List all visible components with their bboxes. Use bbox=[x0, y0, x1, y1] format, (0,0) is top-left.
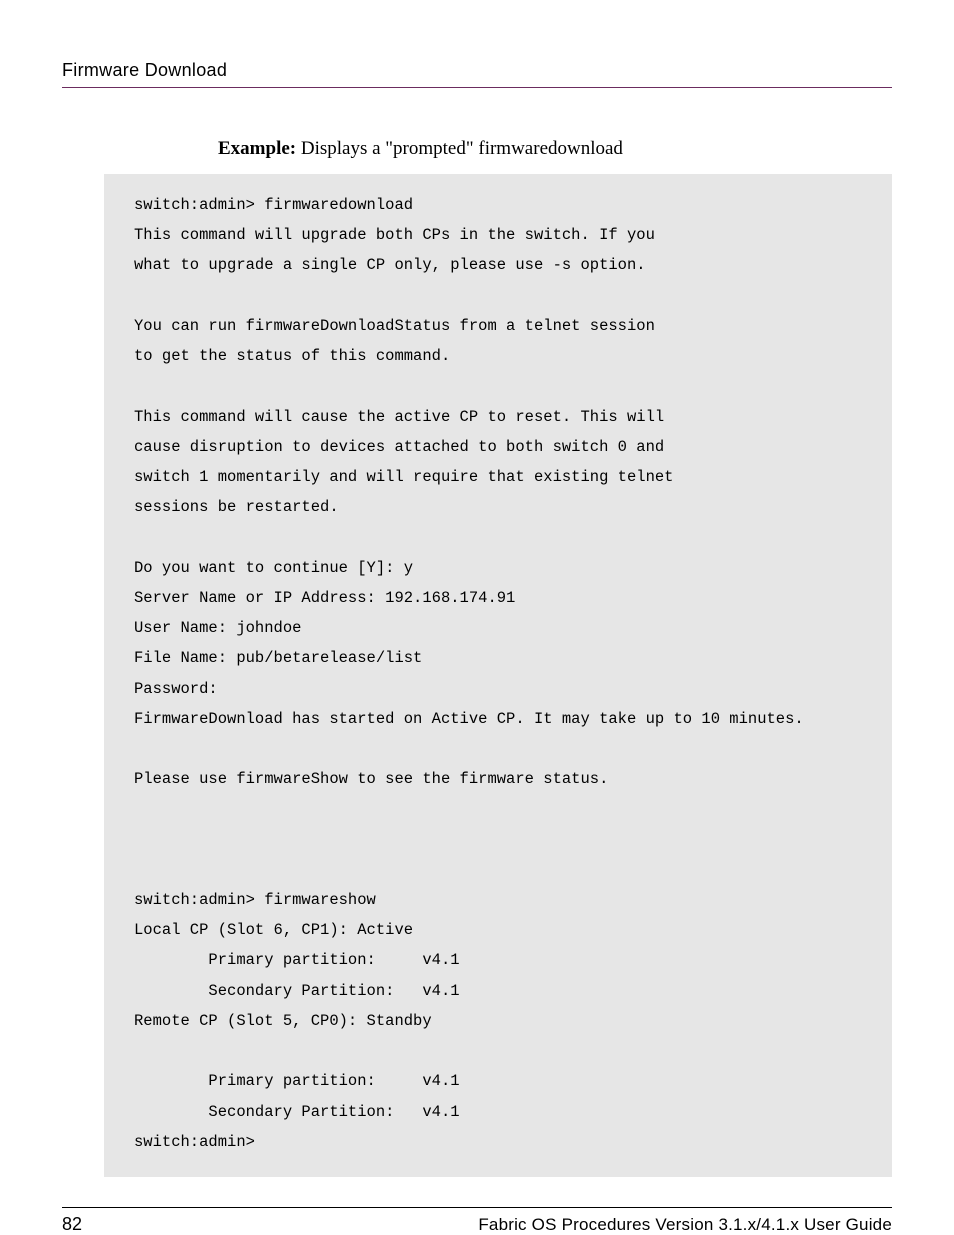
page-footer: 82 Fabric OS Procedures Version 3.1.x/4.… bbox=[62, 1207, 892, 1235]
example-label: Example: bbox=[218, 138, 296, 159]
page-number: 82 bbox=[62, 1214, 82, 1235]
content-area: Example: Displays a "prompted" firmwared… bbox=[62, 138, 892, 1177]
document-page: Firmware Download Example: Displays a "p… bbox=[0, 0, 954, 1145]
code-block: switch:admin> firmwaredownload This comm… bbox=[104, 174, 892, 1177]
example-caption: Example: Displays a "prompted" firmwared… bbox=[218, 138, 892, 160]
header-rule bbox=[62, 87, 892, 88]
example-caption-text: Displays a "prompted" firmwaredownload bbox=[301, 138, 623, 159]
page-header: Firmware Download bbox=[62, 60, 892, 88]
footer-doc-title: Fabric OS Procedures Version 3.1.x/4.1.x… bbox=[478, 1215, 892, 1235]
footer-rule bbox=[62, 1207, 892, 1208]
header-title: Firmware Download bbox=[62, 60, 892, 85]
footer-row: 82 Fabric OS Procedures Version 3.1.x/4.… bbox=[62, 1214, 892, 1235]
